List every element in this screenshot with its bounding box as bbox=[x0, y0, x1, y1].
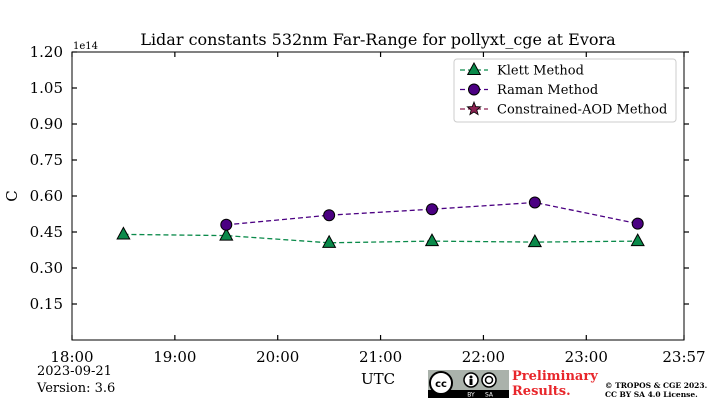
preliminary-line-2: Results. bbox=[512, 384, 571, 399]
series-1-point-0 bbox=[220, 218, 233, 231]
legend: Klett Method Raman Method Constrained-AOD … bbox=[453, 58, 677, 123]
preliminary-results-label: Preliminary Results. bbox=[512, 369, 598, 399]
y-tick-label: 0.45 bbox=[30, 223, 63, 241]
chart-title: Lidar constants 532nm Far-Range for poll… bbox=[140, 30, 616, 49]
y-tick-label: 0.60 bbox=[30, 187, 63, 205]
y-tick-label: 0.75 bbox=[30, 151, 63, 169]
y-tick-label: 1.05 bbox=[30, 79, 63, 97]
copyright-line-2: CC BY SA 4.0 License. bbox=[605, 390, 698, 399]
series-1-point-1 bbox=[323, 209, 336, 222]
x-tick-label: 23:57 bbox=[662, 348, 705, 366]
legend-box bbox=[453, 58, 677, 123]
series-0-point-3 bbox=[424, 233, 440, 247]
x-tick-label: 23:00 bbox=[565, 348, 608, 366]
legend-marker-1 bbox=[468, 83, 480, 96]
y-tick-label: 1.20 bbox=[30, 43, 63, 61]
series-0-point-4 bbox=[527, 234, 542, 248]
legend-marker-2 bbox=[466, 100, 482, 116]
copyright-notice: © TROPOS & CGE 2023. CC BY SA 4.0 Licens… bbox=[605, 381, 707, 399]
y-tick-label: 0.90 bbox=[30, 115, 63, 133]
y-axis-offset-label: 1e14 bbox=[73, 41, 98, 52]
series-0-point-2 bbox=[322, 234, 337, 248]
x-tick-label: 20:00 bbox=[256, 348, 299, 366]
legend-label-1: Raman Method bbox=[497, 83, 598, 98]
y-tick-label: 0.15 bbox=[30, 295, 63, 313]
y-tick-label: 0.30 bbox=[30, 259, 63, 277]
version-label: Version: 3.6 bbox=[37, 381, 116, 396]
series-1-point-4 bbox=[631, 217, 644, 230]
x-tick-label: 18:00 bbox=[50, 348, 93, 366]
x-tick-label: 22:00 bbox=[462, 348, 505, 366]
series-0-point-1 bbox=[219, 227, 234, 241]
cc-license-badge-icon: cc BY SA bbox=[428, 370, 509, 398]
legend-label-2: Constrained-AOD Method bbox=[497, 103, 667, 118]
series-1-point-2 bbox=[426, 203, 438, 216]
series-line-0 bbox=[123, 233, 638, 244]
series-0-point-5 bbox=[630, 233, 645, 247]
axis-ticks: 18:00 19:00 20:00 21:00 22:00 23:00 23:57 0.15 0… bbox=[30, 43, 706, 366]
x-tick-label: 19:00 bbox=[153, 348, 196, 366]
date-label: 2023-09-21 bbox=[37, 364, 112, 379]
series-0-point-0 bbox=[116, 226, 131, 240]
series-line-1 bbox=[226, 201, 638, 226]
cc-badge-text: cc bbox=[435, 379, 447, 390]
cc-by-text: BY bbox=[467, 392, 475, 399]
series-1-point-3 bbox=[528, 196, 541, 209]
copyright-line-1: © TROPOS & CGE 2023. bbox=[605, 381, 708, 390]
legend-marker-0 bbox=[466, 61, 482, 76]
preliminary-line-1: Preliminary bbox=[512, 369, 598, 384]
legend-label-0: Klett Method bbox=[497, 64, 584, 79]
series-layer bbox=[116, 196, 645, 248]
y-axis-label: C bbox=[3, 190, 21, 201]
x-tick-label: 21:00 bbox=[359, 348, 402, 366]
cc-sa-text: SA bbox=[485, 392, 494, 399]
x-axis-label: UTC bbox=[361, 370, 395, 388]
